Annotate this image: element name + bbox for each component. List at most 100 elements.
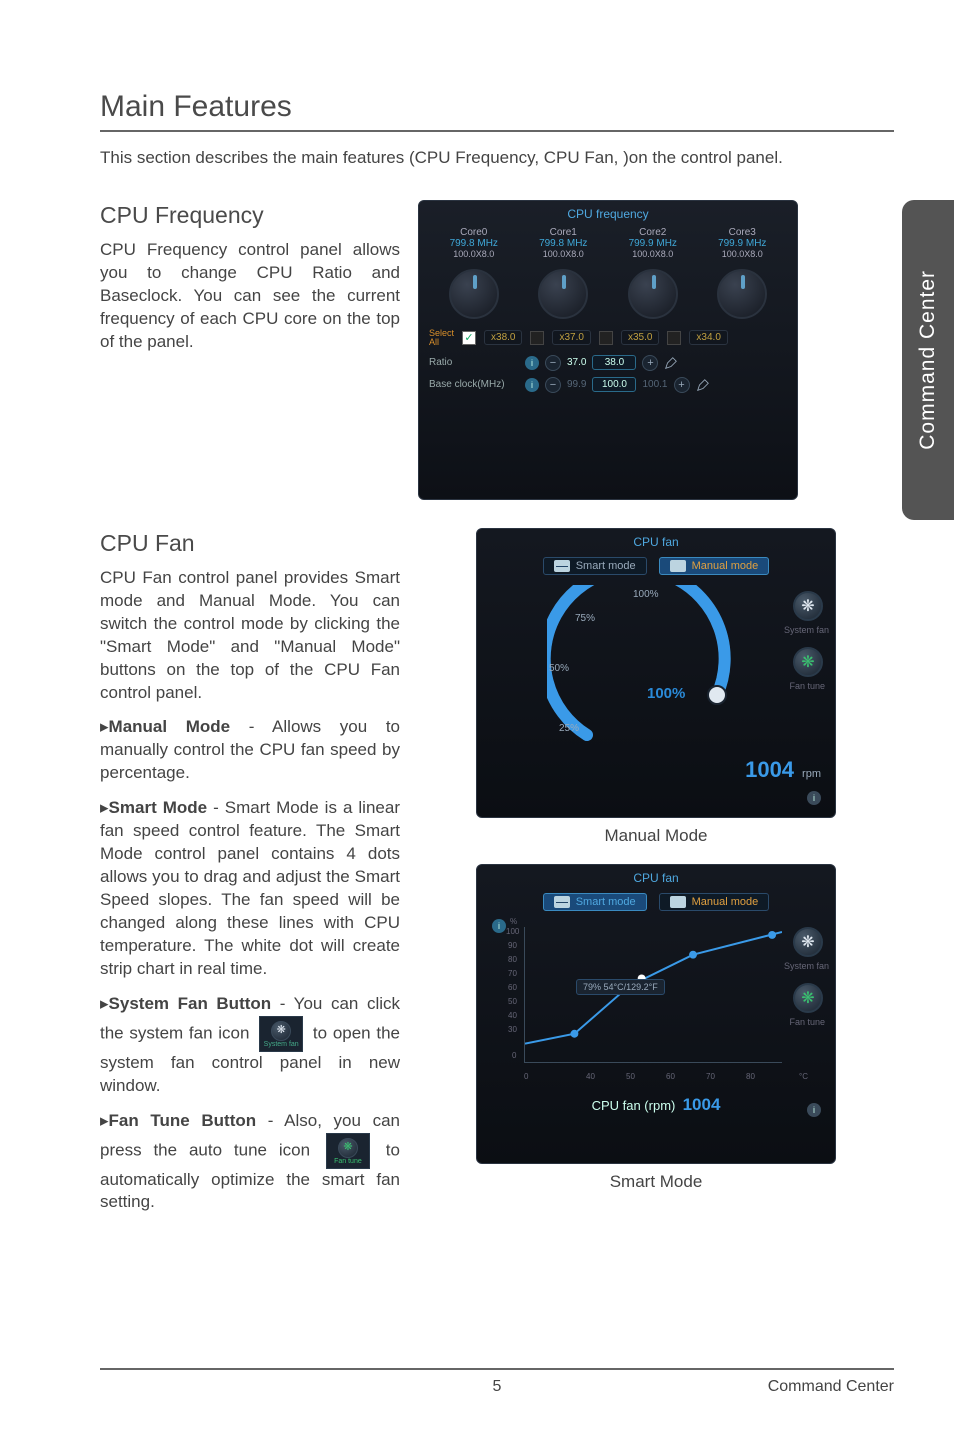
ratio-plus-button[interactable]: +	[642, 355, 658, 371]
smart-mode-btn-text: Smart mode	[576, 560, 636, 572]
rpm-bar-label: CPU fan (rpm)	[592, 1098, 676, 1113]
baseclock-info-icon[interactable]: i	[525, 378, 539, 392]
baseclock-edit-icon[interactable]	[696, 378, 710, 392]
smart-rpm-bar: CPU fan (rpm) 1004	[487, 1095, 825, 1115]
manual-mode-button-1[interactable]: Manual mode	[659, 557, 770, 575]
system-fan-side-icon-1[interactable]: ❋	[793, 591, 823, 621]
core1-name: Core1	[528, 227, 598, 238]
core2-checkbox[interactable]	[599, 331, 613, 345]
core0-mul: 100.0X8.0	[439, 249, 509, 259]
manual-gauge[interactable]: 25% 50% 75% 100% 100%	[537, 585, 737, 755]
smart-mode-text: - Smart Mode is a linear fan speed contr…	[100, 798, 400, 978]
fan-tune-side-icon-2[interactable]: ❋	[793, 983, 823, 1013]
fan-tune-label: Fan Tune Button	[109, 1111, 257, 1130]
cpu-fan-smart-panel: CPU fan Smart mode Manual mode i %	[476, 864, 836, 1164]
core2-knob[interactable]	[628, 269, 678, 319]
fan-panel-title-1: CPU fan	[487, 535, 825, 549]
freq-panel-title: CPU frequency	[429, 207, 787, 221]
smart-info-icon[interactable]: i	[807, 1103, 821, 1117]
system-fan-side-icon-2[interactable]: ❋	[793, 927, 823, 957]
fan-tune-side-label-2: Fan tune	[789, 1017, 825, 1027]
cpu-freq-heading: CPU Frequency	[100, 200, 400, 231]
smart-mode-button-2[interactable]: Smart mode	[543, 893, 647, 911]
xtick-40: 40	[586, 1072, 595, 1081]
baseclock-label: Base clock(MHz)	[429, 379, 519, 390]
fan-tune-inline-icon[interactable]: ❋Fan tune	[326, 1133, 370, 1169]
system-fan-para: ▸System Fan Button - You can click the s…	[100, 993, 400, 1098]
ratio-label: Ratio	[429, 357, 519, 368]
cpu-fan-manual-panel: CPU fan Smart mode Manual mode 25% 50% 7…	[476, 528, 836, 818]
core3-mul: 100.0X8.0	[707, 249, 777, 259]
gauge-tick-50: 50%	[549, 663, 569, 674]
side-tab: Command Center	[902, 200, 954, 520]
manual-rpm-value: 1004	[745, 757, 794, 783]
cpu-fan-heading: CPU Fan	[100, 528, 400, 559]
ytick-0: 0	[512, 1051, 516, 1060]
core3-checkbox[interactable]	[667, 331, 681, 345]
fan-tune-para: ▸Fan Tune Button - Also, you can press t…	[100, 1110, 400, 1215]
smart-mode-btn-text-2: Smart mode	[576, 896, 636, 908]
core1-checkbox[interactable]	[530, 331, 544, 345]
fan-tune-icon-text: Fan tune	[327, 1157, 369, 1166]
manual-mode-icon-2	[670, 896, 686, 908]
baseclock-plus-button[interactable]: +	[674, 377, 690, 393]
cpu-fan-desc: CPU Fan control panel provides Smart mod…	[100, 567, 400, 705]
core1-mult: x37.0	[552, 330, 590, 345]
core3-mult: x34.0	[689, 330, 727, 345]
system-fan-inline-icon[interactable]: ❋System fan	[259, 1016, 303, 1052]
side-tab-label: Command Center	[916, 270, 940, 450]
core3-name: Core3	[707, 227, 777, 238]
ytick-80: 80	[508, 955, 517, 964]
smart-caption: Smart Mode	[418, 1172, 894, 1192]
ratio-current: 37.0	[567, 357, 586, 368]
ytick-30: 30	[508, 1025, 517, 1034]
core0-knob[interactable]	[449, 269, 499, 319]
manual-mode-btn-text: Manual mode	[692, 560, 759, 572]
manual-mode-button-2[interactable]: Manual mode	[659, 893, 770, 911]
core3-knob[interactable]	[717, 269, 767, 319]
core1-knob[interactable]	[538, 269, 588, 319]
cpu-freq-desc: CPU Frequency control panel allows you t…	[100, 239, 400, 354]
xtick-60: 60	[666, 1072, 675, 1081]
smart-mode-button-1[interactable]: Smart mode	[543, 557, 647, 575]
core1-mul: 100.0X8.0	[528, 249, 598, 259]
system-fan-side-label-1: System fan	[784, 625, 829, 635]
smart-mode-label: Smart Mode	[109, 798, 208, 817]
ratio-minus-button[interactable]: −	[545, 355, 561, 371]
core0-name: Core0	[439, 227, 509, 238]
core0-mhz: 799.8 MHz	[439, 238, 509, 249]
core2-name: Core2	[618, 227, 688, 238]
ytick-40: 40	[508, 1011, 517, 1020]
xtick-70: 70	[706, 1072, 715, 1081]
smart-chart[interactable]: i % 79% 54°C/129.2°F 100	[496, 921, 816, 1091]
xtick-50: 50	[626, 1072, 635, 1081]
chart-tooltip: 79% 54°C/129.2°F	[576, 979, 665, 995]
smart-mode-icon	[554, 560, 570, 572]
manual-mode-label: Manual Mode	[109, 717, 231, 736]
cores-header-row: Core0799.8 MHz100.0X8.0 Core1799.8 MHz10…	[429, 227, 787, 259]
fan-tune-side-label-1: Fan tune	[789, 681, 825, 691]
select-all-label: Select All	[429, 329, 454, 347]
ytick-60: 60	[508, 983, 517, 992]
core3-mhz: 799.9 MHz	[707, 238, 777, 249]
chart-info-icon[interactable]: i	[492, 919, 506, 933]
baseclock-max: 100.1	[642, 379, 667, 390]
system-fan-icon-text: System fan	[260, 1040, 302, 1049]
ratio-info-icon[interactable]: i	[525, 356, 539, 370]
baseclock-target[interactable]: 100.0	[592, 377, 636, 392]
core2-mult: x35.0	[621, 330, 659, 345]
baseclock-minus-button[interactable]: −	[545, 377, 561, 393]
gauge-tick-25: 25%	[559, 723, 579, 734]
manual-mode-para: ▸Manual Mode - Allows you to manually co…	[100, 716, 400, 785]
core0-checkbox[interactable]: ✓	[462, 331, 476, 345]
ratio-edit-icon[interactable]	[664, 356, 678, 370]
gauge-value: 100%	[647, 685, 685, 702]
ratio-target[interactable]: 38.0	[592, 355, 636, 370]
manual-mode-btn-text-2: Manual mode	[692, 896, 759, 908]
gauge-tick-75: 75%	[575, 613, 595, 624]
fan-tune-side-icon-1[interactable]: ❋	[793, 647, 823, 677]
manual-info-icon[interactable]: i	[807, 791, 821, 805]
ytick-100: 100	[506, 927, 519, 936]
manual-rpm-unit: rpm	[802, 768, 821, 780]
knobs-row	[429, 269, 787, 319]
